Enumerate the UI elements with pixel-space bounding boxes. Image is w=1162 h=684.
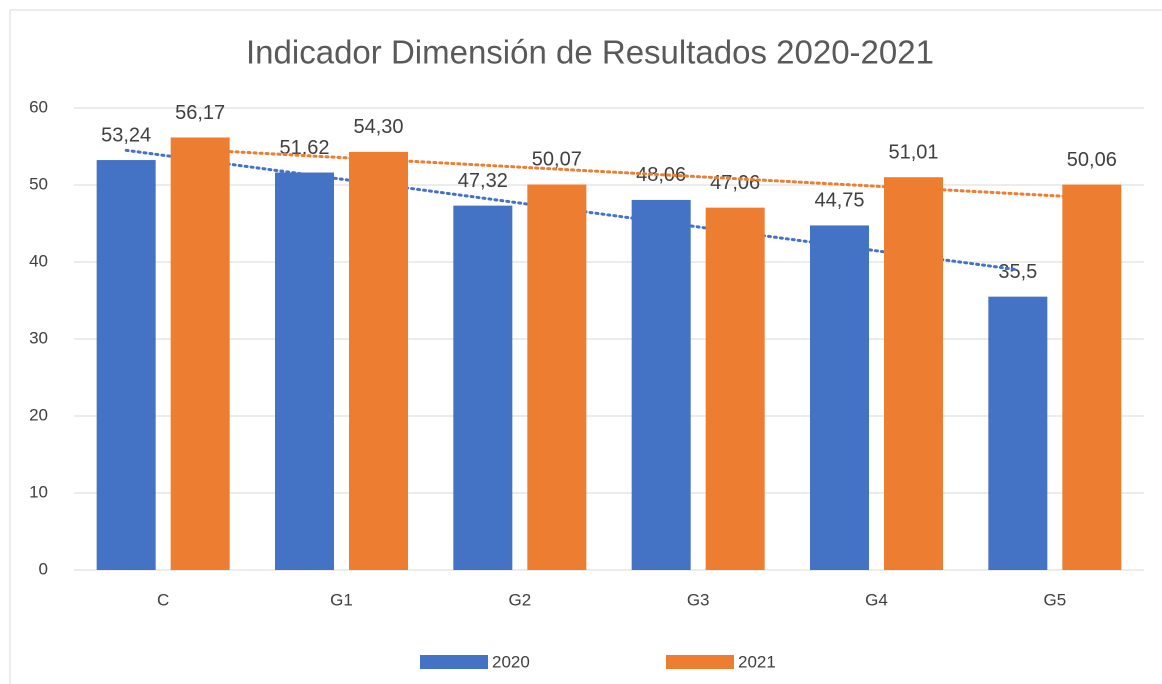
x-tick-label: G2	[508, 590, 531, 609]
data-label: 50,06	[1067, 149, 1117, 171]
bar	[453, 205, 513, 571]
legend-label: 2020	[492, 652, 530, 671]
y-tick-label: 30	[29, 328, 48, 347]
legend-swatch	[666, 655, 734, 669]
y-tick-label: 40	[29, 251, 48, 270]
bar	[988, 296, 1048, 570]
y-tick-label: 60	[29, 97, 48, 116]
bar	[349, 151, 408, 570]
data-label: 56,17	[175, 102, 225, 124]
y-tick-label: 20	[29, 405, 48, 424]
data-label: 44,75	[814, 190, 864, 212]
x-tick-label: G5	[1043, 590, 1066, 609]
y-tick-label: 10	[29, 482, 48, 501]
legend-label: 2021	[738, 652, 776, 671]
bar	[1062, 184, 1122, 570]
data-label: 51,01	[888, 142, 938, 164]
bar	[884, 177, 943, 570]
legend-swatch	[420, 655, 488, 669]
bar	[527, 184, 587, 570]
data-label: 47,32	[458, 170, 508, 192]
x-tick-label: G4	[865, 590, 888, 609]
y-tick-label: 50	[29, 174, 48, 193]
bar	[275, 172, 334, 570]
chart-title: Indicador Dimensión de Resultados 2020-2…	[246, 34, 934, 71]
bar	[96, 160, 156, 570]
data-label: 54,30	[353, 116, 403, 138]
y-tick-label: 0	[39, 559, 48, 578]
data-label: 50,07	[532, 149, 582, 171]
bar	[170, 137, 230, 570]
data-label: 53,24	[101, 124, 151, 146]
data-label: 35,5	[998, 261, 1037, 283]
data-label: 51,62	[279, 137, 329, 159]
x-tick-label: G1	[330, 590, 353, 609]
bar	[705, 207, 765, 570]
data-label: 47,06	[710, 172, 760, 194]
x-tick-label: C	[157, 590, 169, 609]
bar	[810, 225, 869, 571]
bar	[631, 199, 691, 571]
x-tick-label: G3	[687, 590, 710, 609]
trendline	[198, 148, 1094, 200]
